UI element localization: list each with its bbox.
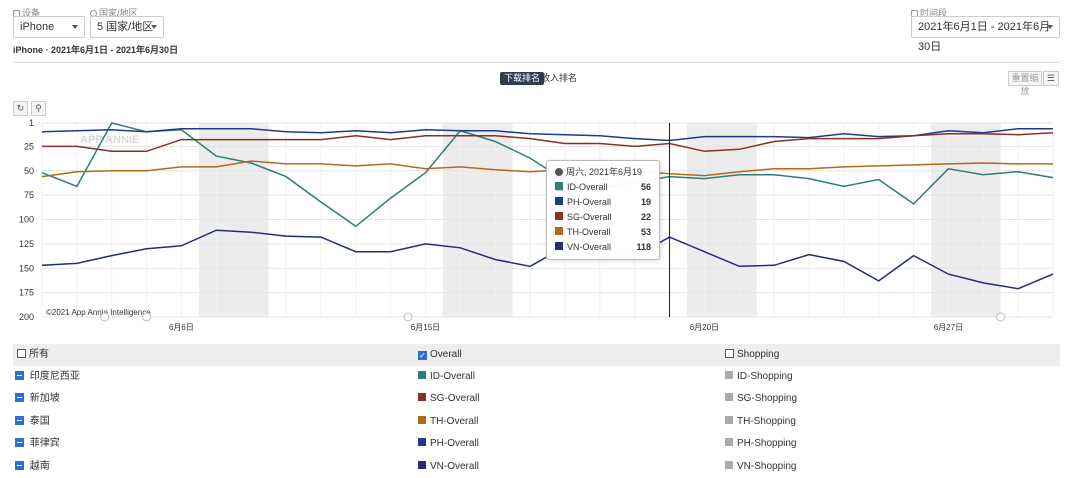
series-swatch <box>555 242 563 250</box>
device-select[interactable]: iPhone <box>13 16 85 38</box>
legend-overall-item[interactable]: TH-Overall <box>418 411 478 433</box>
minus-icon <box>15 371 24 380</box>
range-handle[interactable] <box>100 312 110 322</box>
minus-icon <box>15 438 24 448</box>
x-tick-label: 6月15日 <box>411 323 440 332</box>
series-swatch <box>418 460 426 469</box>
series-swatch <box>555 197 563 205</box>
legend-overall-item[interactable]: PH-Overall <box>418 433 479 455</box>
legend-shopping-item[interactable]: ID-Shopping <box>725 366 793 388</box>
legend-overall-item[interactable]: SG-Overall <box>418 388 479 410</box>
minus-icon <box>15 415 24 425</box>
legend-shopping-item[interactable]: PH-Shopping <box>725 433 796 455</box>
series-swatch <box>725 438 733 447</box>
tooltip-row: SG-Overall 22 <box>555 210 651 225</box>
series-swatch <box>555 227 563 235</box>
copyright: ©2021 App Annie Intelligence <box>46 308 151 317</box>
check-icon: ✓ <box>418 351 427 360</box>
x-tick-label: 6月27日 <box>934 323 963 332</box>
tooltip-series-value: 53 <box>640 227 651 237</box>
y-tick-label: 25 <box>24 141 34 151</box>
legend-shopping-item[interactable]: VN-Shopping <box>725 456 796 478</box>
y-tick-label: 200 <box>19 312 34 322</box>
x-tick-label: 6月6日 <box>169 323 194 332</box>
series-swatch <box>555 182 563 190</box>
tooltip-series-name: VN-Overall <box>567 242 612 252</box>
y-tick-label: 75 <box>24 190 34 200</box>
shopping-checkbox[interactable]: Shopping <box>725 344 779 366</box>
tooltip-row: ID-Overall 56 <box>555 180 651 195</box>
y-tick-label: 100 <box>19 215 34 225</box>
series-swatch <box>555 212 563 220</box>
y-tick-label: 125 <box>19 239 34 249</box>
y-tick-label: 50 <box>24 166 34 176</box>
y-tick-label: 150 <box>19 263 34 273</box>
reset-zoom-button[interactable]: 重置缩放 <box>1008 71 1042 96</box>
series-swatch <box>418 371 426 379</box>
series-swatch <box>418 393 426 402</box>
tooltip-series-name: ID-Overall <box>567 182 608 192</box>
series-swatch <box>725 460 733 469</box>
chevron-down-icon <box>151 25 157 29</box>
legend-country-item[interactable]: 泰国 <box>15 411 50 433</box>
reset-icon[interactable]: ↻ <box>13 101 28 116</box>
tooltip-series-value: 22 <box>640 212 651 222</box>
tooltip: 周六, 2021年6月19日 ID-Overall 56 PH-Overall 19 S… <box>546 160 660 260</box>
series-swatch <box>725 415 733 424</box>
legend-shopping-item[interactable]: TH-Shopping <box>725 411 796 433</box>
x-tick-label: 6月20日 <box>690 323 719 332</box>
range-handle[interactable] <box>142 312 152 322</box>
legend-shopping-item[interactable]: SG-Shopping <box>725 388 797 410</box>
series-swatch <box>418 438 426 447</box>
legend-overall-item[interactable]: VN-Overall <box>418 456 479 478</box>
zoom-icon[interactable]: ⚲ <box>31 101 46 116</box>
select-all-checkbox[interactable]: 所有 <box>17 344 49 366</box>
download-rank-toggle[interactable]: 下载排名 <box>500 72 545 85</box>
tooltip-date: 周六, 2021年6月19日 <box>555 165 651 192</box>
minus-icon <box>15 393 24 403</box>
chevron-down-icon <box>1047 25 1053 29</box>
minus-icon <box>15 460 24 470</box>
series-swatch <box>418 415 426 424</box>
tooltip-row: PH-Overall 19 <box>555 195 651 210</box>
range-handle[interactable] <box>403 312 413 322</box>
chevron-down-icon <box>72 25 78 29</box>
legend-country-item[interactable]: 印度尼西亚 <box>15 366 80 388</box>
y-tick-label: 1 <box>29 118 34 128</box>
legend-country-item[interactable]: 新加坡 <box>15 388 60 410</box>
divider <box>13 62 1060 63</box>
tooltip-series-name: TH-Overall <box>567 227 611 237</box>
tooltip-series-name: PH-Overall <box>567 197 612 207</box>
watermark: APP ANNIE <box>80 134 139 146</box>
time-range-select[interactable]: 2021年6月1日 - 2021年6月30日 <box>911 16 1060 53</box>
series-line-ph-overall <box>41 128 1053 142</box>
page-subtitle: iPhone · 2021年6月1日 - 2021年6月30日 <box>13 45 179 55</box>
menu-icon[interactable]: ☰ <box>1043 71 1059 86</box>
tooltip-series-value: 56 <box>640 182 651 192</box>
tooltip-row: TH-Overall 53 <box>555 225 651 240</box>
legend-country-item[interactable]: 菲律宾 <box>15 433 60 455</box>
globe-icon <box>555 168 563 176</box>
tooltip-series-name: SG-Overall <box>567 212 612 222</box>
legend-header <box>13 344 1060 366</box>
legend-country-item[interactable]: 越南 <box>15 456 50 478</box>
tooltip-row: VN-Overall 118 <box>555 240 651 255</box>
tooltip-series-value: 19 <box>640 197 651 207</box>
country-select[interactable]: 5 国家/地区 <box>90 16 164 38</box>
revenue-rank-toggle[interactable]: 收入排名 <box>541 73 578 83</box>
series-line-sg-overall <box>42 131 1054 153</box>
legend-overall-item[interactable]: ID-Overall <box>418 366 475 388</box>
series-swatch <box>725 371 733 379</box>
range-handle[interactable] <box>996 312 1006 322</box>
series-swatch <box>725 393 733 402</box>
y-tick-label: 175 <box>19 288 34 298</box>
tooltip-series-value: 118 <box>636 242 651 252</box>
overall-checkbox[interactable]: ✓ Overall <box>418 349 462 360</box>
